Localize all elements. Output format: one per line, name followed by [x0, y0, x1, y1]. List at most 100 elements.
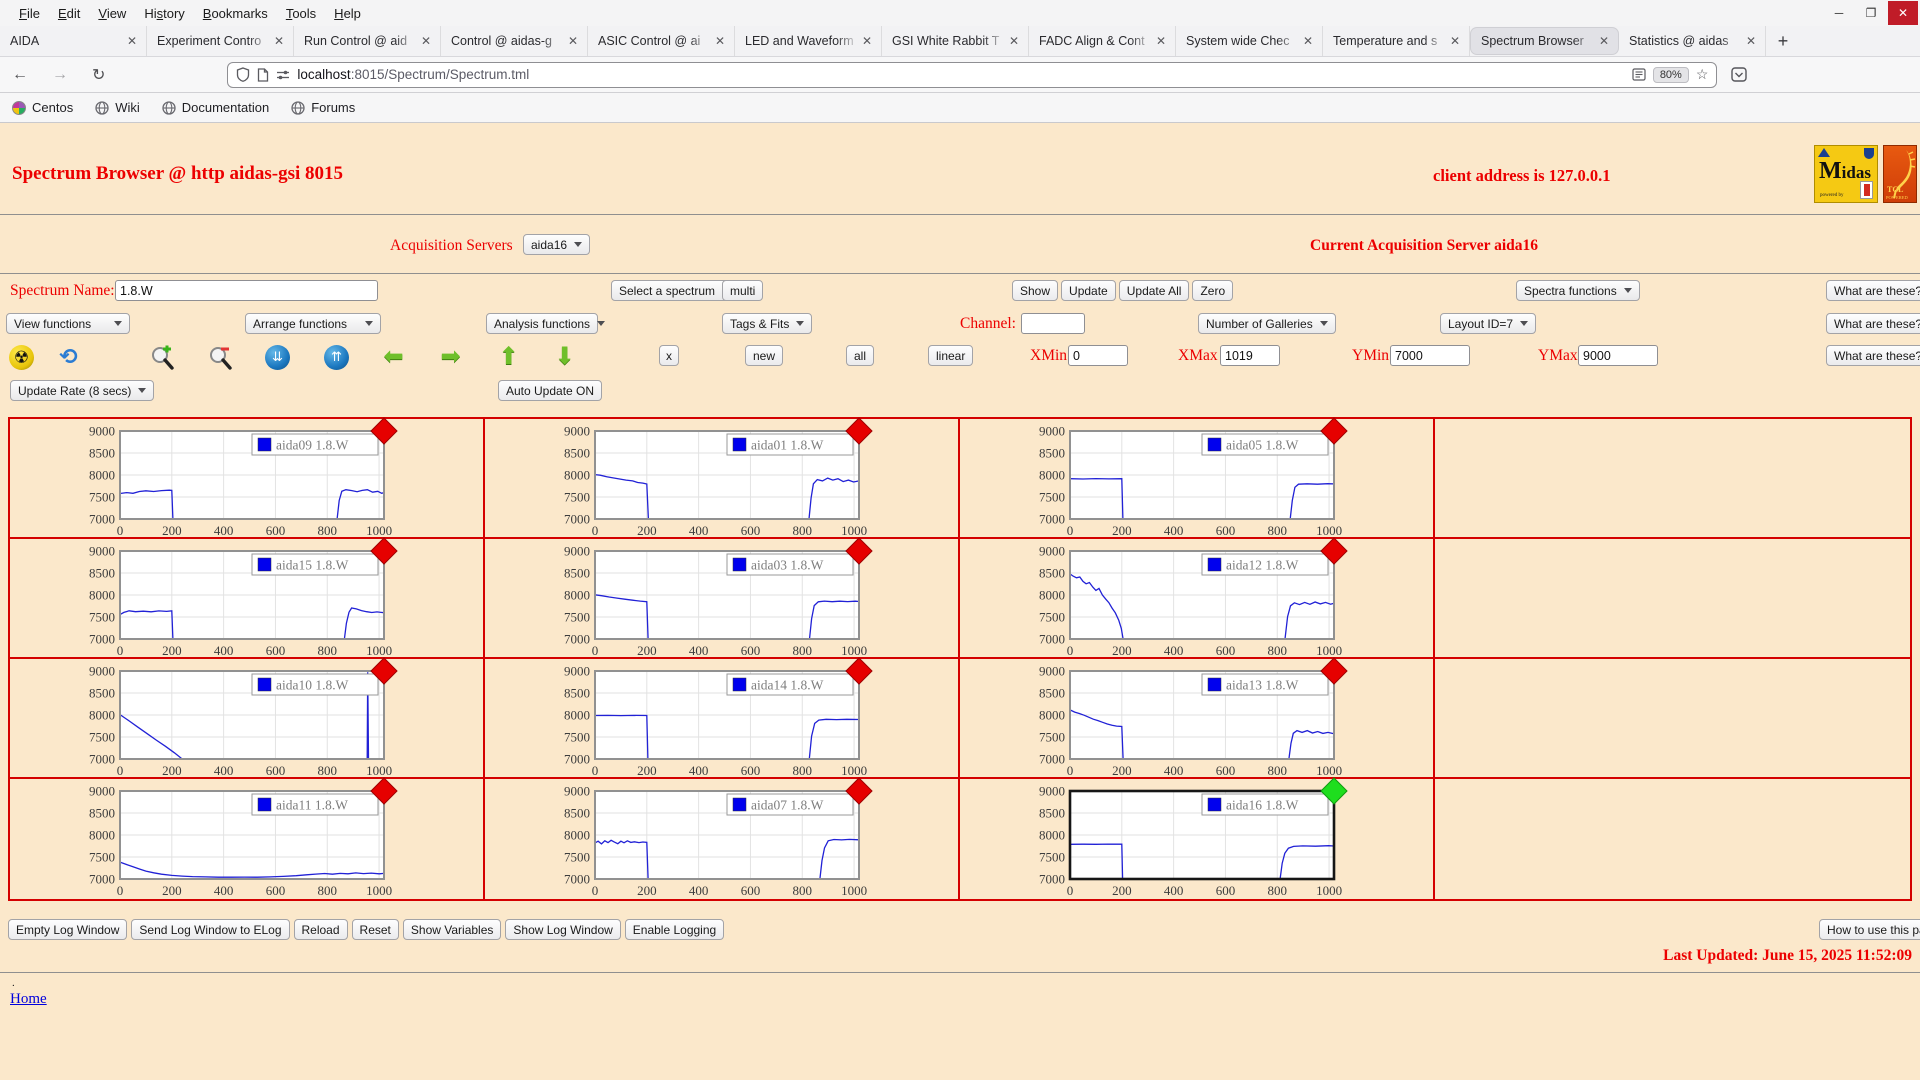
- view-functions-dropdown[interactable]: View functions: [6, 313, 130, 334]
- spectrum-chart-aida12[interactable]: 9000 8500 8000 7500 7000 0 200 400 600 800 1000 ai…: [960, 537, 1435, 659]
- spectrum-chart-aida01[interactable]: 9000 8500 8000 7500 7000 0 200 400 600 800 1000 ai…: [485, 417, 960, 539]
- arrow-down-icon[interactable]: ⬇: [554, 341, 575, 370]
- tab-close-icon[interactable]: ✕: [420, 34, 431, 48]
- expand-y-icon[interactable]: ⇈: [323, 344, 350, 371]
- zoom-out-icon[interactable]: [206, 344, 233, 371]
- tab-spectrum-browser[interactable]: Spectrum Browser ✕: [1471, 28, 1618, 54]
- spectrum-chart-aida03[interactable]: 9000 8500 8000 7500 7000 0 200 400 600 800 1000 ai…: [485, 537, 960, 659]
- menu-item-edit[interactable]: Edit: [57, 5, 81, 21]
- enable-logging-button[interactable]: Enable Logging: [624, 919, 725, 940]
- all-button[interactable]: all: [846, 345, 875, 366]
- layout-id-dropdown[interactable]: Layout ID=7: [1440, 313, 1537, 334]
- ymax-input[interactable]: [1578, 345, 1658, 366]
- show-variables-button[interactable]: Show Variables: [402, 919, 502, 940]
- spectrum-chart-aida07[interactable]: 9000 8500 8000 7500 7000 0 200 400 600 800 1000 ai…: [485, 777, 960, 899]
- reload-button[interactable]: Reload: [293, 919, 348, 940]
- what-are-these-button-3[interactable]: What are these?: [1826, 345, 1920, 366]
- spectrum-chart-aida13[interactable]: 9000 8500 8000 7500 7000 0 200 400 600 800 1000 ai…: [960, 657, 1435, 779]
- tab-close-icon[interactable]: ✕: [1449, 34, 1460, 48]
- update-button[interactable]: Update: [1061, 280, 1116, 301]
- spectrum-chart-aida14[interactable]: 9000 8500 8000 7500 7000 0 200 400 600 800 1000 ai…: [485, 657, 960, 779]
- tab-close-icon[interactable]: ✕: [567, 34, 578, 48]
- spectrum-chart-aida16-selected[interactable]: 9000 8500 8000 7500 7000 0 200 400 600 800 1000 ai…: [960, 777, 1435, 899]
- bookmark-wiki[interactable]: Wiki: [95, 100, 140, 115]
- bookmark-documentation[interactable]: Documentation: [162, 100, 269, 115]
- channel-input[interactable]: [1021, 313, 1085, 334]
- maximize-button[interactable]: ❐: [1865, 6, 1877, 20]
- forward-button[interactable]: →: [52, 65, 68, 83]
- bookmark-star-icon[interactable]: ☆: [1695, 66, 1709, 82]
- tune-icon[interactable]: [276, 69, 290, 81]
- minimize-button[interactable]: ─: [1834, 6, 1844, 20]
- url-text[interactable]: localhost:8015/Spectrum/Spectrum.tml: [297, 67, 530, 82]
- tab-run-control-aid[interactable]: Run Control @ aid ✕: [294, 26, 441, 56]
- tab-fadc-align-cont[interactable]: FADC Align & Cont ✕: [1029, 26, 1176, 56]
- select-spectrum-dropdown[interactable]: Select a spectrum: [611, 280, 739, 301]
- tab-close-icon[interactable]: ✕: [1008, 34, 1019, 48]
- auto-update-button[interactable]: Auto Update ON: [498, 380, 603, 401]
- arrow-left-icon[interactable]: ⬅: [383, 341, 404, 370]
- tab-close-icon[interactable]: ✕: [1745, 34, 1756, 48]
- x-button[interactable]: x: [659, 345, 679, 366]
- tab-led-and-waveform[interactable]: LED and Waveform ✕: [735, 26, 882, 56]
- update-rate-dropdown[interactable]: Update Rate (8 secs): [10, 380, 155, 401]
- home-link[interactable]: Home: [10, 991, 47, 1007]
- spectrum-chart-aida05[interactable]: 9000 8500 8000 7500 7000 0 200 400 600 800 1000 ai…: [960, 417, 1435, 539]
- show-button[interactable]: Show: [1012, 280, 1059, 301]
- shrink-y-icon[interactable]: ⇊: [264, 344, 291, 371]
- menu-item-view[interactable]: View: [98, 5, 127, 21]
- arrow-up-icon[interactable]: ⬆: [498, 341, 519, 370]
- back-button[interactable]: ←: [12, 65, 28, 83]
- tab-gsi-white-rabbit-t[interactable]: GSI White Rabbit T ✕: [882, 26, 1029, 56]
- send-log-window-to-elog-button[interactable]: Send Log Window to ELog: [131, 919, 290, 940]
- how-to-use-button[interactable]: How to use this page: [1819, 919, 1920, 940]
- zero-button[interactable]: Zero: [1192, 280, 1234, 301]
- new-tab-button[interactable]: +: [1777, 30, 1789, 51]
- tab-temperature-and-s[interactable]: Temperature and s ✕: [1323, 26, 1470, 56]
- tab-statistics-aidas[interactable]: Statistics @ aidas ✕: [1619, 26, 1766, 56]
- tab-asic-control-ai[interactable]: ASIC Control @ ai ✕: [588, 26, 735, 56]
- close-button[interactable]: ✕: [1888, 1, 1918, 25]
- tab-close-icon[interactable]: ✕: [1302, 34, 1313, 48]
- tab-close-icon[interactable]: ✕: [1598, 34, 1609, 48]
- reset-button[interactable]: Reset: [351, 919, 399, 940]
- analysis-functions-dropdown[interactable]: Analysis functions: [486, 313, 606, 334]
- spectrum-chart-aida10[interactable]: 9000 8500 8000 7500 7000 0 200 400 600 800 1000 ai…: [10, 657, 485, 779]
- xmin-input[interactable]: [1068, 345, 1128, 366]
- linear-button[interactable]: linear: [928, 345, 974, 366]
- arrow-right-icon[interactable]: ➡: [440, 341, 461, 370]
- show-log-window-button[interactable]: Show Log Window: [505, 919, 621, 940]
- bookmark-forums[interactable]: Forums: [291, 100, 355, 115]
- what-are-these-button-1[interactable]: What are these?: [1826, 280, 1920, 301]
- tab-aida[interactable]: AIDA ✕: [0, 26, 147, 56]
- menu-item-file[interactable]: File: [19, 5, 40, 21]
- number-of-galleries-dropdown[interactable]: Number of Galleries: [1198, 313, 1336, 334]
- arrange-functions-dropdown[interactable]: Arrange functions: [245, 313, 381, 334]
- menu-item-history[interactable]: History: [144, 5, 185, 21]
- tab-close-icon[interactable]: ✕: [714, 34, 725, 48]
- tab-close-icon[interactable]: ✕: [1155, 34, 1166, 48]
- tab-system-wide-chec[interactable]: System wide Chec ✕: [1176, 26, 1323, 56]
- spectrum-chart-aida09[interactable]: 9000 8500 8000 7500 7000 0 200 400 600 800 1000 ai…: [10, 417, 485, 539]
- url-bar[interactable]: localhost:8015/Spectrum/Spectrum.tml 80%…: [227, 61, 1718, 88]
- menu-item-help[interactable]: Help: [334, 5, 361, 21]
- menu-item-bookmarks[interactable]: Bookmarks: [202, 5, 268, 21]
- spectrum-chart-aida15[interactable]: 9000 8500 8000 7500 7000 0 200 400 600 800 1000 ai…: [10, 537, 485, 659]
- zoom-in-icon[interactable]: [148, 344, 175, 371]
- bookmark-centos[interactable]: Centos: [12, 100, 73, 115]
- acquisition-server-select[interactable]: aida16: [523, 234, 591, 255]
- pocket-icon[interactable]: [1731, 67, 1748, 82]
- tab-close-icon[interactable]: ✕: [126, 34, 137, 48]
- shield-icon[interactable]: [236, 67, 250, 82]
- tab-close-icon[interactable]: ✕: [861, 34, 872, 48]
- page-icon[interactable]: [257, 67, 269, 82]
- radiation-icon[interactable]: ☢: [8, 344, 35, 371]
- spectrum-name-input[interactable]: [115, 280, 378, 301]
- what-are-these-button-2[interactable]: What are these?: [1826, 313, 1920, 334]
- reader-mode-icon[interactable]: [1632, 68, 1646, 81]
- empty-log-window-button[interactable]: Empty Log Window: [8, 919, 128, 940]
- reload-button[interactable]: ↻: [92, 66, 106, 84]
- ymin-input[interactable]: [1390, 345, 1470, 366]
- menu-item-tools[interactable]: Tools: [285, 5, 317, 21]
- update-all-button[interactable]: Update All: [1118, 280, 1190, 301]
